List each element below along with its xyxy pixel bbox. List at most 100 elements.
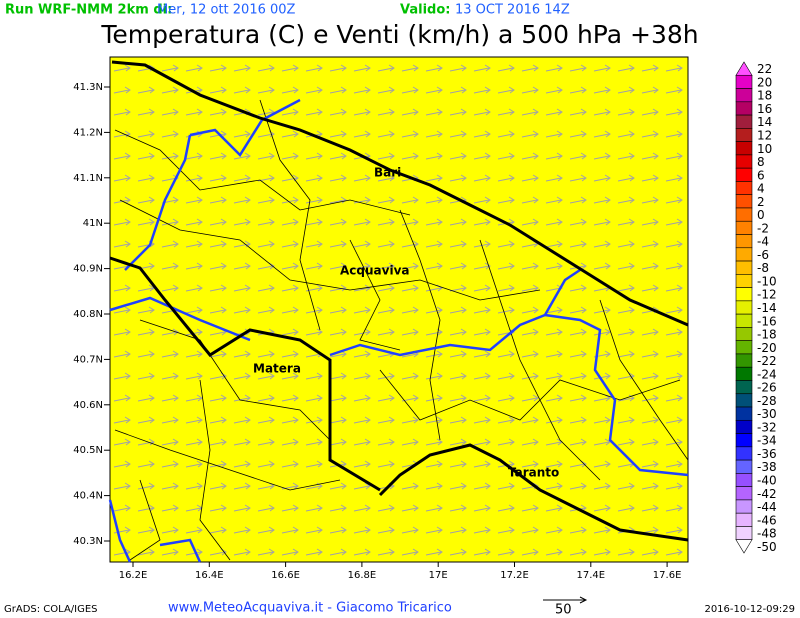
run-date: Mer, 12 ott 2016 00Z (157, 3, 296, 18)
lon-label: 17.4E (577, 570, 606, 581)
valid-label: Valido: (400, 3, 450, 18)
colorbar-box (735, 473, 753, 487)
colorbar-box (735, 181, 753, 196)
colorbar-label: -28 (757, 394, 777, 408)
lon-label: 16.2E (119, 570, 148, 581)
site-credit: www.MeteoAcquaviva.it - Giacomo Tricaric… (168, 601, 452, 616)
colorbar-cap (735, 61, 753, 76)
lat-axis: 41.3N 41.2N 41.1N 41N 40.9N 40.8N 40.7N 40.6N 40… (73, 82, 110, 547)
colorbar-label: -32 (757, 420, 777, 434)
lat-label: 41.3N (73, 82, 103, 93)
colorbar-box (735, 366, 753, 381)
colorbar-label: -46 (757, 513, 777, 527)
title: Temperatura (C) e Venti (km/h) a 500 hPa… (100, 20, 698, 49)
colorbar-label: -12 (757, 288, 777, 302)
lat-label: 40.8N (73, 309, 103, 320)
lat-label: 41.1N (73, 173, 103, 184)
colorbar-label: -24 (757, 367, 777, 381)
colorbar-box (735, 393, 753, 408)
colorbar-label: 10 (757, 142, 772, 156)
colorbar-label: 0 (757, 208, 765, 222)
lat-label: 40.9N (73, 264, 103, 275)
colorbar-label: -18 (757, 328, 777, 342)
colorbar-box (735, 512, 753, 527)
colorbar-box (735, 274, 753, 288)
colorbar-label: 2 (757, 195, 765, 209)
colorbar-box (735, 327, 753, 341)
colorbar-box (735, 74, 753, 89)
timestamp: 2016-10-12-09:29 (704, 604, 795, 615)
colorbar-box (735, 194, 753, 209)
colorbar-box (735, 459, 753, 474)
colorbar-box (735, 380, 753, 395)
municipal-borders (114, 99, 689, 561)
colorbar-box (735, 499, 753, 514)
colorbar-box (735, 128, 753, 142)
lat-label: 40.3N (73, 536, 103, 547)
colorbar-box (735, 486, 753, 501)
colorbar-label: -36 (757, 447, 777, 461)
lon-label: 17E (429, 570, 448, 581)
colorbar-label: -50 (757, 540, 777, 554)
lon-label: 17.6E (653, 570, 682, 581)
colorbar-box (735, 433, 753, 448)
lat-label: 40.7N (73, 354, 103, 365)
colorbar-label: 8 (757, 155, 765, 169)
credit: GrADS: COLA/IGES (4, 604, 98, 615)
colorbar-box (735, 207, 753, 222)
colorbar-label: -14 (757, 301, 777, 315)
colorbar-label: 14 (757, 115, 772, 129)
colorbar-label: -40 (757, 474, 777, 488)
colorbar-box (735, 220, 753, 235)
colorbar-label: -4 (757, 235, 769, 249)
colorbar-box (735, 167, 753, 182)
colorbar-label: -6 (757, 248, 769, 262)
wind-scale: 50 (555, 603, 572, 618)
colorbar-label: 20 (757, 75, 772, 89)
colorbar-label: -2 (757, 221, 769, 235)
lat-label: 40.6N (73, 400, 103, 411)
colorbar-box (735, 419, 753, 434)
colorbar-box (735, 300, 753, 315)
lat-label: 41N (83, 218, 103, 229)
colorbar-label: -22 (757, 354, 777, 368)
colorbar-label: -42 (757, 487, 777, 501)
colorbar-label: -44 (757, 500, 777, 514)
lat-label: 40.5N (73, 445, 103, 456)
colorbar-label: -20 (757, 341, 777, 355)
colorbar-box (735, 406, 753, 421)
place-label: Matera (253, 362, 301, 376)
colorbar-box (735, 260, 753, 275)
lon-label: 16.8E (348, 570, 377, 581)
colorbar-box (735, 247, 753, 262)
colorbar-box (735, 287, 753, 302)
run-label: Run WRF-NMM 2km di: (5, 3, 172, 18)
lon-label: 16.4E (195, 570, 224, 581)
colorbar-label: 16 (757, 102, 772, 116)
colorbar-label: -34 (757, 434, 777, 448)
colorbar-box (735, 154, 753, 169)
place-label: Bari (374, 166, 401, 180)
province-borders (108, 98, 689, 563)
colorbar-box (735, 101, 753, 116)
colorbar-label: 18 (757, 89, 772, 103)
colorbar-label: 22 (757, 62, 772, 76)
coastline (109, 60, 689, 542)
colorbar-label: 4 (757, 182, 765, 196)
colorbar-label: -30 (757, 407, 777, 421)
lat-label: 40.4N (73, 491, 103, 502)
map: Bari Acquaviva Matera Taranto (108, 56, 689, 563)
colorbar-label: -10 (757, 274, 777, 288)
place-label: Acquaviva (340, 264, 410, 278)
colorbar-label: 12 (757, 128, 772, 142)
lon-label: 16.6E (271, 570, 300, 581)
lon-axis: 16.2E 16.4E 16.6E 16.8E 17E 17.2E 17.4E 17.6E (119, 562, 682, 581)
colorbar-label: -26 (757, 381, 777, 395)
colorbar-box (735, 340, 753, 355)
wind-scale-arrow (543, 596, 588, 604)
colorbar: 2220181614121086420-2-4-6-8-10-12-14-16-… (735, 61, 777, 554)
lon-label: 17.2E (500, 570, 529, 581)
colorbar-cap (735, 539, 753, 554)
valid-date: 13 OCT 2016 14Z (455, 3, 570, 18)
